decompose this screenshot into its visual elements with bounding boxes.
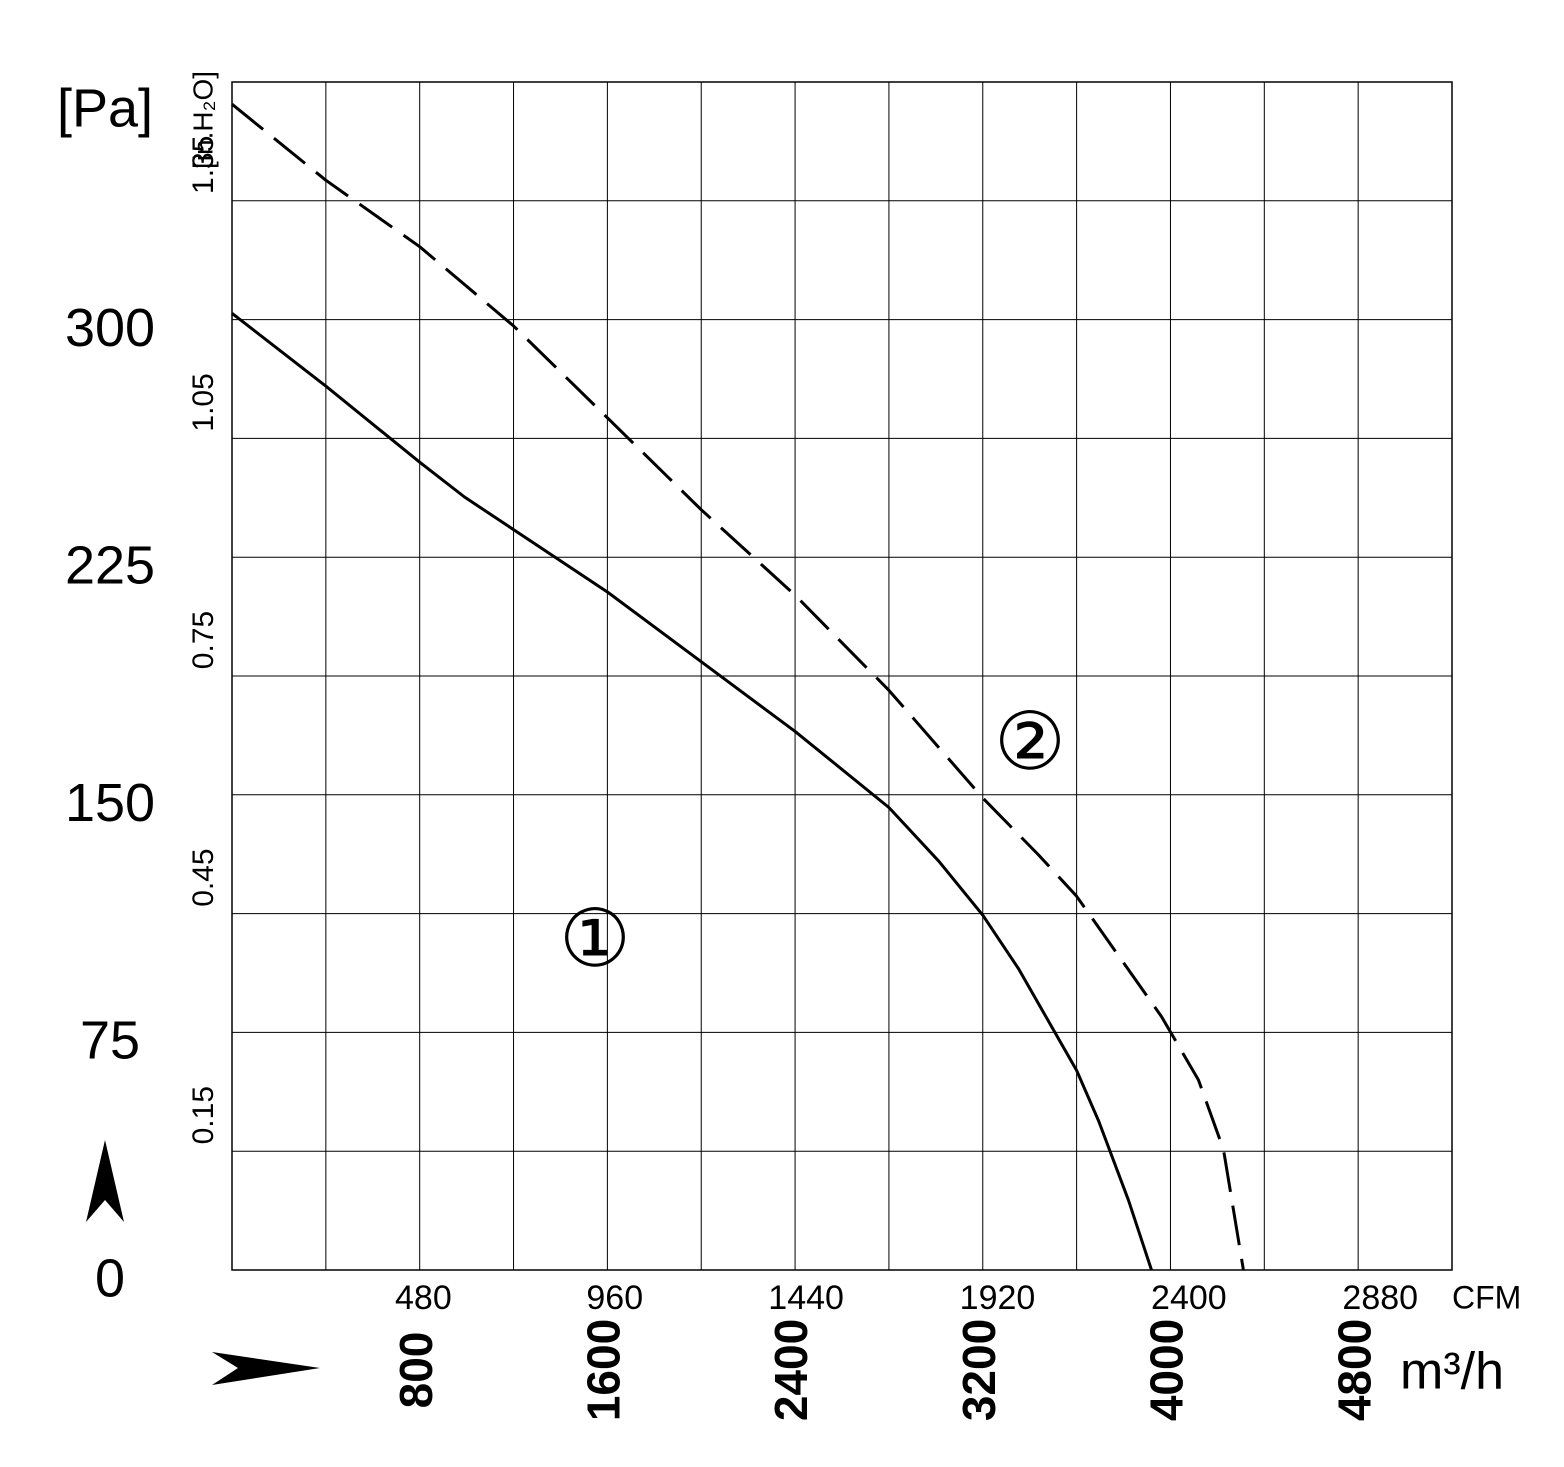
x-tick-label: 4800 (1328, 1319, 1380, 1421)
x-tick-label: 800 (390, 1332, 442, 1409)
x2-tick-label: 2400 (1151, 1279, 1227, 1317)
y-axis-label: [Pa] (57, 78, 153, 138)
x2-tick-label: 480 (395, 1279, 452, 1317)
x-axis-label: m³/h (1400, 1343, 1504, 1401)
x-tick-label: 4000 (1141, 1319, 1193, 1421)
x2-tick-label: 2880 (1342, 1279, 1418, 1317)
y-tick-label: 0 (95, 1248, 125, 1308)
x-tick-label: 1600 (578, 1319, 630, 1421)
y2-axis-label: [in.H₂O] (187, 71, 218, 169)
curve-label: ① (559, 892, 631, 985)
x2-tick-label: 960 (586, 1279, 643, 1317)
y-tick-label: 150 (65, 773, 155, 833)
y-tick-label: 300 (65, 298, 155, 358)
y-tick-label: 225 (65, 535, 155, 595)
x-tick-label: 3200 (953, 1319, 1005, 1421)
y2-tick-label: 0.75 (187, 611, 220, 669)
curve (231, 103, 1245, 1271)
y-tick-label: 75 (80, 1011, 140, 1071)
y-arrow (86, 1140, 124, 1222)
y2-tick-label: 1.05 (187, 373, 220, 431)
y2-tick-label: 0.15 (187, 1086, 220, 1144)
x2-axis-label: CFM (1452, 1279, 1521, 1315)
y2-tick-label: 1.35 (187, 136, 220, 194)
curve-label: ② (994, 695, 1066, 788)
curve (231, 312, 1153, 1271)
y2-tick-label: 0.45 (187, 848, 220, 906)
x-arrow (212, 1352, 320, 1385)
x-tick-label: 2400 (765, 1319, 817, 1421)
x2-tick-label: 1440 (768, 1279, 844, 1317)
x2-tick-label: 1920 (960, 1279, 1036, 1317)
